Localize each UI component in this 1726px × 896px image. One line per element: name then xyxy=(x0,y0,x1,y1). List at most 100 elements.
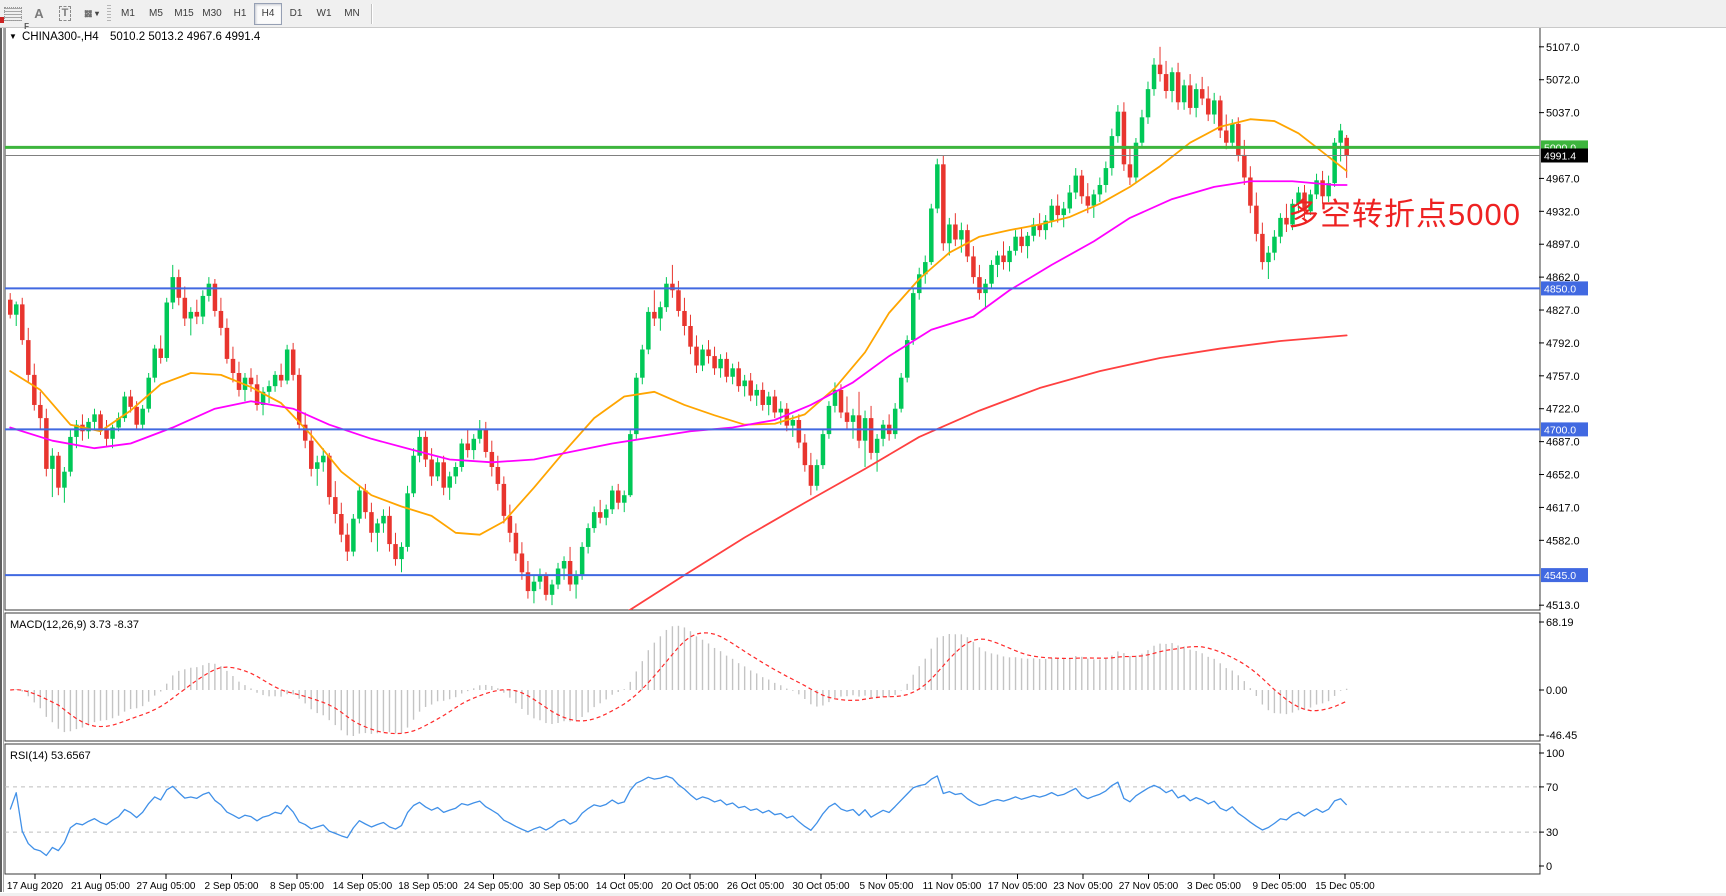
chart-left-marker xyxy=(0,17,4,23)
candle-bull xyxy=(766,396,772,405)
candle-bear xyxy=(1079,175,1085,197)
timeframe-button-m1[interactable]: M1 xyxy=(121,8,135,19)
candle-bear xyxy=(1236,123,1241,155)
candle-bear xyxy=(941,164,946,244)
candle-bear xyxy=(309,440,314,469)
candle-bull xyxy=(579,546,585,576)
text-box-tool-icon[interactable]: T xyxy=(53,3,77,25)
macd-axis-label: 68.19 xyxy=(1546,617,1574,629)
symbol-dropdown-icon[interactable]: ▼ xyxy=(9,32,17,41)
price-axis[interactable]: 5107.0 5072.0 5037.0 4967.0 4932.0 4897.0 4862… xyxy=(1539,42,1580,612)
time-tick-label: 8 Sep 05:00 xyxy=(270,881,324,892)
toolbar-separator xyxy=(371,3,372,24)
candle-bear xyxy=(218,310,224,328)
candle-bear xyxy=(772,396,778,413)
candle-bull xyxy=(1103,168,1109,185)
candle-bull xyxy=(610,490,615,510)
toolbar-drag-handle[interactable] xyxy=(107,4,111,23)
candle-bear xyxy=(465,443,471,451)
candle-bull xyxy=(411,455,416,494)
chart-title-symbol: CHINA300-,H4 xyxy=(22,31,99,43)
window-left-border xyxy=(0,25,2,892)
main-chart-panel[interactable] xyxy=(4,24,1541,611)
cursor-tool-icon[interactable]: ✥ ▾ xyxy=(79,3,103,25)
timeframe-button-m15[interactable]: M15 xyxy=(174,8,194,19)
candle-bear xyxy=(1157,64,1163,75)
time-tick-label: 24 Sep 05:00 xyxy=(464,881,524,892)
candle-bull xyxy=(947,224,952,244)
macd-panel[interactable] xyxy=(4,612,1541,742)
candle-bear xyxy=(712,356,717,369)
ma-slow-line xyxy=(628,334,1348,610)
price-level-badge-text: 4850.0 xyxy=(1544,283,1576,295)
candle-bull xyxy=(357,490,362,519)
candle-bear xyxy=(393,544,398,560)
candle-bull xyxy=(1109,136,1115,169)
candle-bear xyxy=(676,290,681,311)
candle-bear xyxy=(1242,154,1247,178)
candle-bull xyxy=(880,424,886,439)
price-level-badge xyxy=(1541,148,1588,163)
candle-bear xyxy=(1218,100,1223,131)
candle-bull xyxy=(272,374,278,387)
candle-bear xyxy=(971,256,976,278)
timeframe-button-w1[interactable]: W1 xyxy=(316,8,332,19)
candle-bull xyxy=(850,415,856,422)
candle-bull xyxy=(814,465,820,486)
timeframe-button-h4[interactable]: H4 xyxy=(254,2,282,25)
candle-bear xyxy=(339,514,344,535)
candle-bull xyxy=(206,283,212,296)
candle-bull xyxy=(170,277,176,303)
candle-bear xyxy=(838,389,844,413)
candle-bull xyxy=(1169,72,1175,91)
candle-bear xyxy=(736,368,741,387)
time-axis[interactable]: 17 Aug 2020 21 Aug 05:00 27 Aug 05:00 2 Sep… xyxy=(7,874,1375,892)
rsi-panel[interactable] xyxy=(4,743,1541,875)
candle-bear xyxy=(1175,72,1181,103)
timeframe-button-m5[interactable]: M5 xyxy=(149,8,163,19)
price-tick-label: 4652.0 xyxy=(1546,470,1580,482)
candle-bull xyxy=(86,421,91,432)
candle-bull xyxy=(315,462,320,469)
candle-bear xyxy=(1260,233,1265,263)
candle-bull xyxy=(1278,217,1283,237)
candle-bull xyxy=(531,581,537,592)
rsi-axis-label: 30 xyxy=(1546,827,1558,839)
candle-bear xyxy=(489,451,495,467)
candle-bear xyxy=(290,349,296,375)
candle-bull xyxy=(561,561,567,569)
candle-bear xyxy=(1001,255,1006,263)
timeframe-button-mn[interactable]: MN xyxy=(344,8,360,19)
candle-bull xyxy=(904,340,910,378)
move-arrows-icon: ✥ xyxy=(79,4,97,23)
candle-bear xyxy=(1254,205,1259,234)
timeframe-button-d1[interactable]: D1 xyxy=(289,8,303,19)
candle-bull xyxy=(1067,192,1073,209)
candle-bull xyxy=(1025,235,1030,247)
candle-bull xyxy=(1115,111,1121,137)
price-tick-label: 5072.0 xyxy=(1546,75,1580,87)
price-tick-label: 4687.0 xyxy=(1546,437,1580,449)
timeframe-button-m30[interactable]: M30 xyxy=(202,8,222,19)
t-box-glyph: T xyxy=(58,6,72,21)
rsi-label: RSI(14) 53.6567 xyxy=(10,750,91,762)
candle-bull xyxy=(634,377,639,435)
timeframe-button-h1[interactable]: H1 xyxy=(233,8,247,19)
candle-bear xyxy=(682,310,687,326)
window-left-border-inner xyxy=(3,25,4,892)
text-label-tool-icon[interactable]: A xyxy=(34,6,44,21)
candle-bull xyxy=(718,358,723,369)
indicator-grid-icon[interactable]: F xyxy=(1,3,29,31)
candle-bear xyxy=(104,429,109,439)
candle-bull xyxy=(375,523,380,533)
price-tick-label: 4827.0 xyxy=(1546,305,1580,317)
price-tick-label: 4932.0 xyxy=(1546,206,1580,218)
candle-bull xyxy=(152,348,157,378)
time-tick-label: 18 Sep 05:00 xyxy=(398,881,458,892)
candle-bear xyxy=(158,348,163,358)
annotation-text[interactable]: 多空转折点5000 xyxy=(1288,197,1521,232)
candle-bull xyxy=(459,443,464,467)
candle-bull xyxy=(68,436,73,472)
candle-bull xyxy=(1181,85,1187,103)
